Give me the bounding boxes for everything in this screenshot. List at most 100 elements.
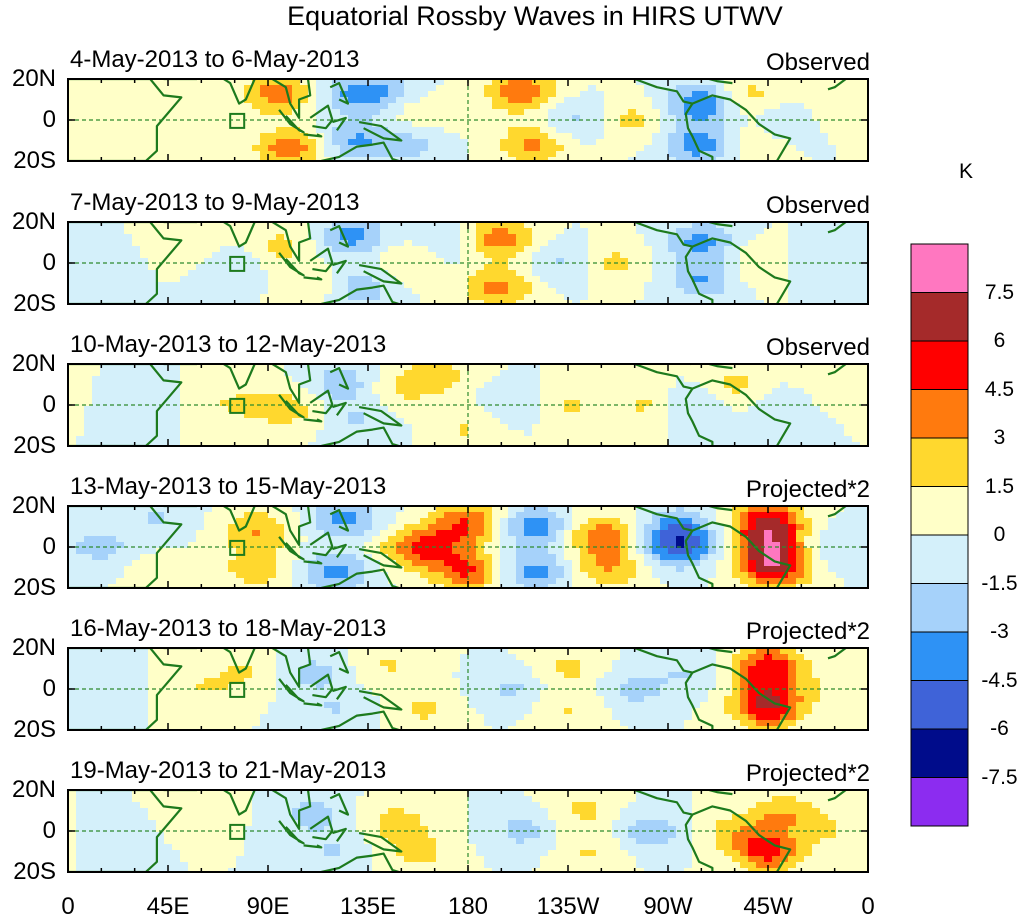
field-cell bbox=[220, 246, 229, 253]
field-cell bbox=[492, 518, 501, 525]
field-cell bbox=[724, 145, 733, 152]
field-cell bbox=[132, 524, 141, 531]
field-cell bbox=[828, 536, 837, 543]
field-cell bbox=[108, 370, 117, 377]
field-cell bbox=[516, 157, 525, 161]
field-cell bbox=[764, 240, 773, 247]
field-cell bbox=[156, 430, 165, 437]
field-cell bbox=[772, 376, 781, 383]
field-cell bbox=[660, 276, 669, 283]
field-cell bbox=[588, 85, 597, 92]
field-cell bbox=[660, 240, 669, 247]
field-cell bbox=[628, 412, 637, 419]
field-cell bbox=[100, 294, 109, 301]
anomaly-field bbox=[68, 506, 868, 588]
field-cell bbox=[508, 234, 517, 241]
field-cell bbox=[548, 418, 557, 425]
field-cell bbox=[604, 294, 613, 301]
field-cell bbox=[708, 276, 717, 283]
field-cell bbox=[284, 394, 293, 401]
field-cell bbox=[500, 364, 509, 371]
field-cell bbox=[644, 115, 653, 122]
field-cell bbox=[436, 406, 445, 413]
field-cell bbox=[492, 282, 501, 289]
field-cell bbox=[596, 430, 605, 437]
field-cell bbox=[556, 370, 565, 377]
field-cell bbox=[540, 133, 549, 140]
field-cell bbox=[700, 376, 709, 383]
field-cell bbox=[524, 536, 533, 543]
field-cell bbox=[188, 370, 197, 377]
field-cell bbox=[548, 512, 557, 519]
field-cell bbox=[612, 151, 621, 158]
field-cell bbox=[132, 364, 141, 371]
field-cell bbox=[692, 512, 701, 519]
field-cell bbox=[804, 139, 813, 146]
field-cell bbox=[780, 103, 789, 110]
field-cell bbox=[836, 442, 845, 446]
field-cell bbox=[604, 424, 613, 431]
field-cell bbox=[180, 376, 189, 383]
field-cell bbox=[740, 388, 749, 395]
field-cell bbox=[412, 246, 421, 253]
field-cell bbox=[516, 276, 525, 283]
field-cell bbox=[540, 115, 549, 122]
field-cell bbox=[788, 418, 797, 425]
field-cell bbox=[148, 282, 157, 289]
field-cell bbox=[252, 109, 261, 116]
field-cell bbox=[468, 406, 477, 413]
field-cell bbox=[412, 222, 421, 229]
field-cell bbox=[524, 412, 533, 419]
field-cell bbox=[652, 151, 661, 158]
field-cell bbox=[532, 436, 541, 443]
field-cell bbox=[372, 400, 381, 407]
field-cell bbox=[572, 424, 581, 431]
field-cell bbox=[820, 436, 829, 443]
field-cell bbox=[604, 79, 613, 86]
field-cell bbox=[724, 518, 733, 525]
field-cell bbox=[724, 430, 733, 437]
field-cell bbox=[372, 506, 381, 513]
field-cell bbox=[68, 542, 77, 549]
field-cell bbox=[372, 524, 381, 531]
field-cell bbox=[348, 234, 357, 241]
field-cell bbox=[412, 109, 421, 116]
field-cell bbox=[692, 530, 701, 537]
field-cell bbox=[412, 145, 421, 152]
field-cell bbox=[756, 542, 765, 549]
field-cell bbox=[828, 524, 837, 531]
field-cell bbox=[436, 228, 445, 235]
field-cell bbox=[292, 294, 301, 301]
field-cell bbox=[596, 364, 605, 371]
field-cell bbox=[68, 518, 77, 525]
field-cell bbox=[468, 518, 477, 525]
field-cell bbox=[316, 442, 325, 446]
field-cell bbox=[156, 258, 165, 265]
field-cell bbox=[108, 442, 117, 446]
field-cell bbox=[780, 536, 789, 543]
field-cell bbox=[636, 388, 645, 395]
field-cell bbox=[292, 300, 301, 304]
field-cell bbox=[708, 364, 717, 371]
field-cell bbox=[572, 258, 581, 265]
field-cell bbox=[220, 79, 229, 86]
field-cell bbox=[476, 127, 485, 134]
field-cell bbox=[804, 228, 813, 235]
field-cell bbox=[404, 382, 413, 389]
field-cell bbox=[108, 412, 117, 419]
field-cell bbox=[620, 282, 629, 289]
field-cell bbox=[100, 406, 109, 413]
field-cell bbox=[412, 133, 421, 140]
field-cell bbox=[420, 252, 429, 259]
field-cell bbox=[116, 530, 125, 537]
field-cell bbox=[412, 442, 421, 446]
field-cell bbox=[556, 400, 565, 407]
field-cell bbox=[628, 442, 637, 446]
field-cell bbox=[276, 436, 285, 443]
field-cell bbox=[540, 418, 549, 425]
field-cell bbox=[532, 151, 541, 158]
field-cell bbox=[116, 270, 125, 277]
field-cell bbox=[196, 370, 205, 377]
field-cell bbox=[348, 97, 357, 104]
field-cell bbox=[76, 406, 85, 413]
